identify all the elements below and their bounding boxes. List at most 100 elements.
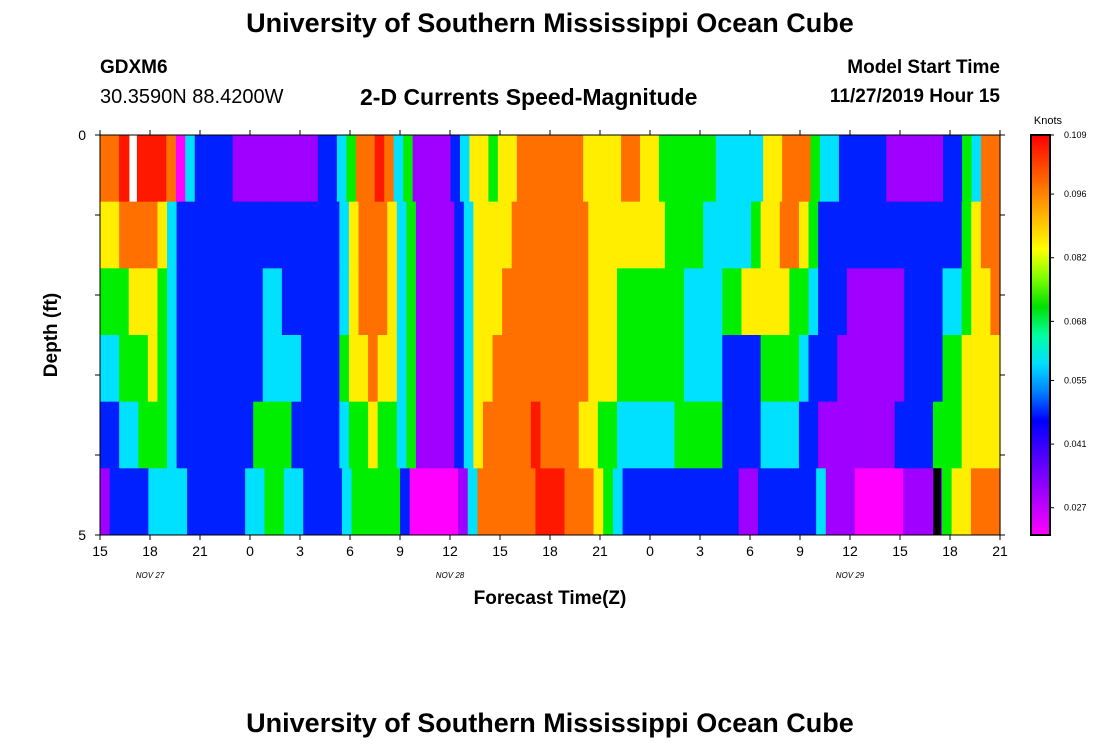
heatmap-cell xyxy=(712,401,723,469)
heatmap-cell xyxy=(806,468,817,536)
heatmap-cell xyxy=(722,268,733,336)
heatmap-cell xyxy=(952,401,963,469)
heatmap-cell xyxy=(450,135,461,203)
heatmap-cell xyxy=(816,468,827,536)
heatmap-cell xyxy=(224,201,235,269)
heatmap-cell xyxy=(167,335,178,403)
heatmap-cell xyxy=(460,135,471,203)
x-tick-label: 15 xyxy=(892,543,908,559)
heatmap-cell xyxy=(677,135,688,203)
heatmap-cell xyxy=(971,268,982,336)
heatmap-cell xyxy=(301,268,312,336)
heatmap-cell xyxy=(706,135,717,203)
heatmap-cell xyxy=(406,201,417,269)
heatmap-cell xyxy=(348,201,360,269)
heatmap-cell xyxy=(712,268,723,336)
heatmap-cell xyxy=(262,201,273,269)
heatmap-cell xyxy=(703,201,714,269)
heatmap-cell xyxy=(751,268,762,336)
heatmap-cell xyxy=(213,135,224,203)
heatmap-cell xyxy=(980,401,992,469)
date-label: NOV 29 xyxy=(836,571,865,580)
heatmap-cell xyxy=(435,401,446,469)
heatmap-cell xyxy=(502,401,513,469)
heatmap-cell xyxy=(281,201,293,269)
heatmap-cell xyxy=(564,135,575,203)
heatmap-cell xyxy=(846,268,857,336)
heatmap-cell xyxy=(782,135,793,203)
heatmap-cell xyxy=(310,268,321,336)
heatmap-cell xyxy=(516,135,527,203)
heatmap-cell xyxy=(894,201,905,269)
heatmap-cell xyxy=(617,335,628,403)
heatmap-cell xyxy=(100,468,111,536)
heatmap-cell xyxy=(827,201,838,269)
heatmap-cell xyxy=(497,135,508,203)
heatmap-cell xyxy=(492,335,503,403)
heatmap-cell xyxy=(744,135,755,203)
heatmap-cell xyxy=(109,268,120,336)
heatmap-cell xyxy=(291,401,302,469)
heatmap-cell xyxy=(731,201,743,269)
heatmap-cell xyxy=(703,268,714,336)
heatmap-cell xyxy=(138,335,149,403)
heatmap-cell xyxy=(463,335,474,403)
heatmap-cell xyxy=(370,468,382,536)
colorbar: 0.109 0.096 0.082 0.068 0.055 0.041 0.027 xyxy=(1030,130,1087,536)
heatmap-cell xyxy=(738,468,749,536)
heatmap-cell xyxy=(942,335,953,403)
heatmap-cell xyxy=(473,268,484,336)
heatmap-cell xyxy=(186,335,197,403)
heatmap-cell xyxy=(339,401,350,469)
heatmap-cell xyxy=(341,468,353,536)
heatmap-cell xyxy=(827,268,838,336)
heatmap-cell xyxy=(791,135,802,203)
heatmap-cell xyxy=(507,135,518,203)
heatmap-cell xyxy=(438,468,449,536)
heatmap-cell xyxy=(612,468,624,536)
heatmap-cell xyxy=(396,268,407,336)
x-tick-label: 15 xyxy=(92,543,108,559)
heatmap-cell xyxy=(235,468,246,536)
heatmap-cell xyxy=(751,401,762,469)
heatmap-cell xyxy=(100,268,111,336)
heatmap-cell xyxy=(396,201,407,269)
heatmap-cell xyxy=(232,135,243,203)
heatmap-cell xyxy=(856,268,867,336)
heatmap-cell xyxy=(206,468,217,536)
heatmap-cell xyxy=(444,401,455,469)
heatmap-cell xyxy=(310,335,321,403)
x-tick-label: 18 xyxy=(942,543,958,559)
heatmap-cell xyxy=(119,468,130,536)
heatmap-cell xyxy=(204,135,215,203)
heatmap-cell xyxy=(387,335,398,403)
heatmap-cell xyxy=(346,135,357,203)
heatmap-cell xyxy=(636,401,647,469)
heatmap-cell xyxy=(473,201,484,269)
heatmap-cell xyxy=(301,401,312,469)
heatmap-cell xyxy=(603,468,614,536)
heatmap-cell xyxy=(351,468,362,536)
heatmap-cell xyxy=(463,201,474,269)
heatmap-cell xyxy=(913,335,924,403)
x-tick-label: 18 xyxy=(142,543,158,559)
heatmap-cell xyxy=(147,201,159,269)
heatmap-cell xyxy=(540,268,551,336)
heatmap-cell xyxy=(864,468,875,536)
heatmap-cell xyxy=(431,135,442,203)
heatmap-cell xyxy=(482,268,494,336)
heatmap-cell xyxy=(693,268,704,336)
heatmap-cell xyxy=(981,135,992,203)
colorbar-tick-label: 0.068 xyxy=(1064,316,1087,326)
x-tick-label: 9 xyxy=(396,543,404,559)
heatmap-cell xyxy=(403,135,414,203)
heatmap-cell xyxy=(157,268,168,336)
heatmap-cell xyxy=(535,135,546,203)
heatmap-cell xyxy=(415,401,427,469)
heatmap-cell xyxy=(687,135,698,203)
heatmap-cell xyxy=(502,335,513,403)
heatmap-cell xyxy=(668,135,679,203)
heatmap-cell xyxy=(808,268,819,336)
station-coordinates: 30.3590N 88.4200W xyxy=(100,86,284,108)
model-start-label: Model Start Time xyxy=(847,57,1000,78)
